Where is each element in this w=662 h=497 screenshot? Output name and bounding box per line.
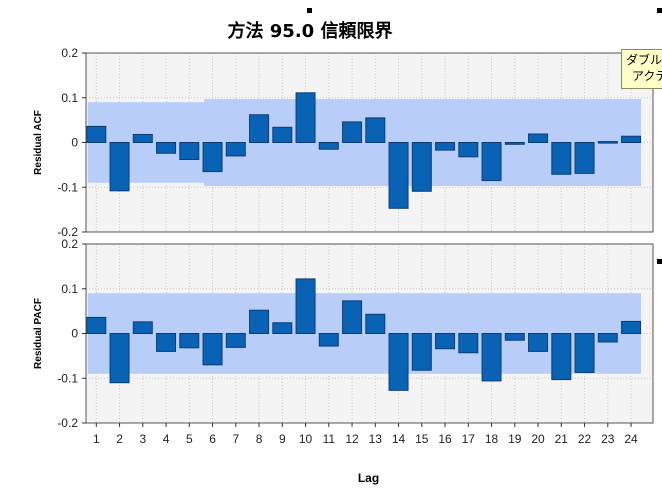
pacf-bar [272,322,293,335]
pacf-bar [411,333,432,371]
pacf-bar [458,333,479,354]
pacf-bar [388,333,409,391]
pacf-bar [504,333,525,341]
pacf-bar [342,300,363,334]
pacf-xtick-label: 4 [163,432,170,446]
selection-handle-right[interactable] [657,259,662,264]
acf-ytick-label: 0.2 [61,46,78,60]
pacf-bar [318,333,339,347]
acf-bar [132,133,153,144]
acf-bar [411,142,432,192]
acf-ytick-label: -0.2 [57,225,78,239]
pacf-bar [202,333,223,366]
pacf-xtick-label: 15 [415,432,429,446]
pacf-y-axis-label: Residual PACF [33,298,44,369]
acf-bar [318,142,339,150]
pacf-xtick-label: 3 [139,432,146,446]
pacf-bar [132,321,153,334]
pacf-bar [528,333,549,352]
pacf-xtick-label: 10 [299,432,313,446]
pacf-xtick-label: 7 [232,432,239,446]
acf-bar [272,126,293,144]
pacf-xtick-label: 8 [256,432,263,446]
acf-bar [528,133,549,143]
selection-handle-top[interactable] [307,8,312,13]
pacf-xtick-label: 24 [624,432,638,446]
pacf-bar [551,333,572,381]
acf-bar [342,121,363,143]
tooltip-line-1: ダブル [626,53,662,67]
selection-handle-top-right[interactable] [657,8,662,13]
acf-bar [156,142,177,154]
pacf-xtick-label: 22 [578,432,592,446]
acf-bar [109,142,130,192]
chart-title: 方法 95.0 信頼限界 [227,21,393,42]
pacf-ytick-label: 0.2 [61,237,78,251]
acf-bar [574,142,595,174]
pacf-xtick-label: 12 [345,432,359,446]
acf-bar [597,141,618,144]
acf-bar [621,135,642,144]
pacf-bar [481,333,502,382]
pacf-xtick-label: 18 [485,432,499,446]
pacf-xtick-label: 9 [279,432,286,446]
acf-ytick-label: 0.1 [61,91,78,105]
acf-bar [458,142,479,158]
pacf-bar [621,320,642,335]
pacf-bar [435,333,456,350]
acf-bar [225,142,246,157]
acf-bar [179,142,200,161]
pacf-bar [365,313,386,335]
acf-panel: -0.2 -0.1 0 0.1 0.2 Residual ACF [33,46,654,239]
pacf-xtick-label: 20 [531,432,545,446]
pacf-xtick-label: 6 [209,432,216,446]
tooltip-line-2: アクテ [632,69,662,83]
pacf-ytick-label: -0.2 [57,416,78,430]
pacf-xtick-label: 16 [438,432,452,446]
pacf-bar [109,333,130,384]
acf-bar [388,142,409,209]
pacf-xtick-label: 19 [508,432,522,446]
pacf-ytick-label: 0.1 [61,282,78,296]
pacf-xtick-label: 21 [555,432,569,446]
acf-bar [435,142,456,151]
acf-bar [551,142,572,175]
acf-bar [481,142,502,182]
acf-bar [504,142,525,145]
acf-y-axis-label: Residual ACF [33,110,44,175]
pacf-bar [295,278,316,334]
pacf-xtick-label: 11 [323,432,336,446]
acf-ytick-label: 0 [71,136,78,150]
pacf-bar [249,309,270,335]
pacf-bar [156,333,177,352]
acf-bar [249,114,270,143]
pacf-ytick-label: -0.1 [57,371,78,385]
pacf-xtick-label: 14 [392,432,406,446]
pacf-x-axis-label: Lag [358,471,379,485]
pacf-xtick-label: 2 [116,432,123,446]
pacf-xtick-label: 17 [462,432,476,446]
acf-bar [86,125,107,143]
pacf-xtick-label: 1 [93,432,100,446]
tooltip: ダブル アクテ [621,49,662,89]
acf-ytick-label: -0.1 [57,180,78,194]
pacf-bar [225,333,246,348]
pacf-bar [597,333,618,343]
pacf-bar [86,316,107,335]
pacf-bar [179,333,200,349]
pacf-xtick-label: 23 [601,432,615,446]
pacf-xtick-label: 13 [369,432,383,446]
pacf-bar [574,333,595,373]
acf-bar [202,142,223,173]
acf-bar [295,92,316,143]
pacf-ytick-label: 0 [71,327,78,341]
pacf-xtick-label: 5 [186,432,193,446]
acf-bar [365,117,386,143]
